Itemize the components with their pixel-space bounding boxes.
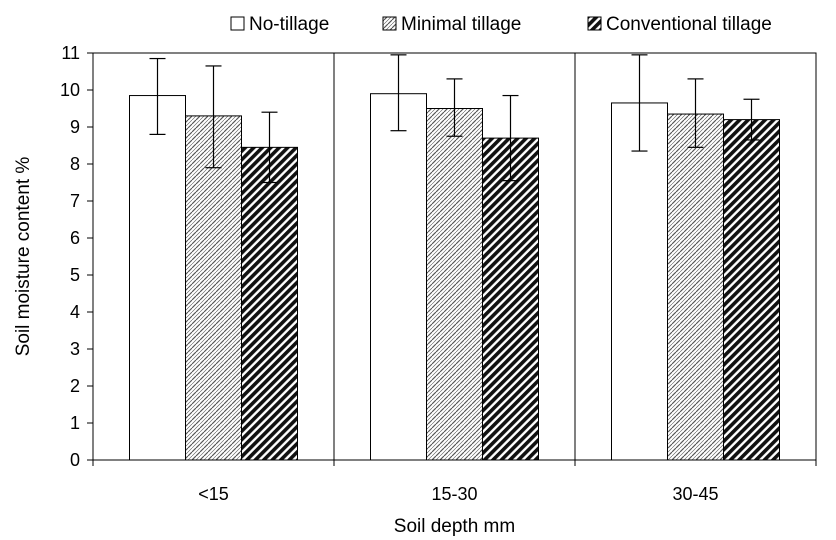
bar — [667, 113, 724, 461]
x-axis-title: Soil depth mm — [394, 516, 515, 537]
y-tick-label: 4 — [70, 302, 80, 322]
y-axis-title: Soil moisture content % — [13, 157, 34, 357]
bar — [482, 137, 539, 461]
legend: No-tillage Minimal tillage Conventional ti… — [230, 14, 772, 35]
bar — [129, 95, 186, 461]
y-tick-label: 5 — [70, 265, 80, 285]
y-tick-label: 3 — [70, 339, 80, 359]
bar — [370, 93, 427, 461]
y-tick-label: 7 — [70, 191, 80, 211]
bar — [723, 119, 780, 461]
bar — [611, 102, 668, 461]
y-tick-label: 11 — [61, 43, 80, 63]
bar — [426, 108, 483, 461]
y-tick-label: 8 — [70, 154, 80, 174]
y-tick-label: 6 — [70, 228, 80, 248]
y-tick-label: 2 — [70, 376, 80, 396]
legend-label: Minimal tillage — [401, 14, 521, 35]
legend-label: Conventional tillage — [606, 14, 772, 35]
x-tick-label: 30-45 — [672, 484, 718, 504]
legend-swatch — [382, 16, 397, 31]
legend-swatch — [587, 16, 602, 31]
plot-area: 0 1 2 3 4 5 6 7 8 9 10 11 <15 15-30 30-45 — [60, 43, 817, 504]
y-tick-label: 10 — [60, 80, 80, 100]
y-tick-label: 1 — [70, 413, 80, 433]
x-tick-label: 15-30 — [431, 484, 477, 504]
y-tick-label: 9 — [70, 117, 80, 137]
bar — [241, 146, 298, 461]
y-tick-label: 0 — [70, 450, 80, 470]
legend-swatch — [230, 16, 245, 31]
legend-label: No-tillage — [249, 14, 329, 35]
x-tick-label: <15 — [198, 484, 229, 504]
